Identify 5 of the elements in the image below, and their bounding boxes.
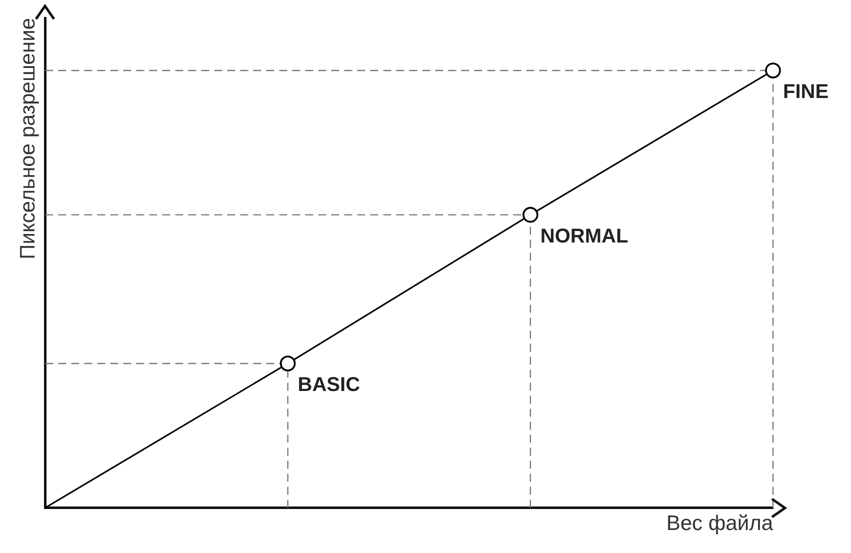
x-tick-label: NORMAL (540, 225, 628, 248)
x-tick-label: BASIC (298, 374, 360, 396)
y-axis-title: Пиксельное разрешение (16, 18, 40, 260)
x-axis-title: Вес файла (666, 512, 774, 536)
x-tick-label: FINE (783, 80, 829, 103)
